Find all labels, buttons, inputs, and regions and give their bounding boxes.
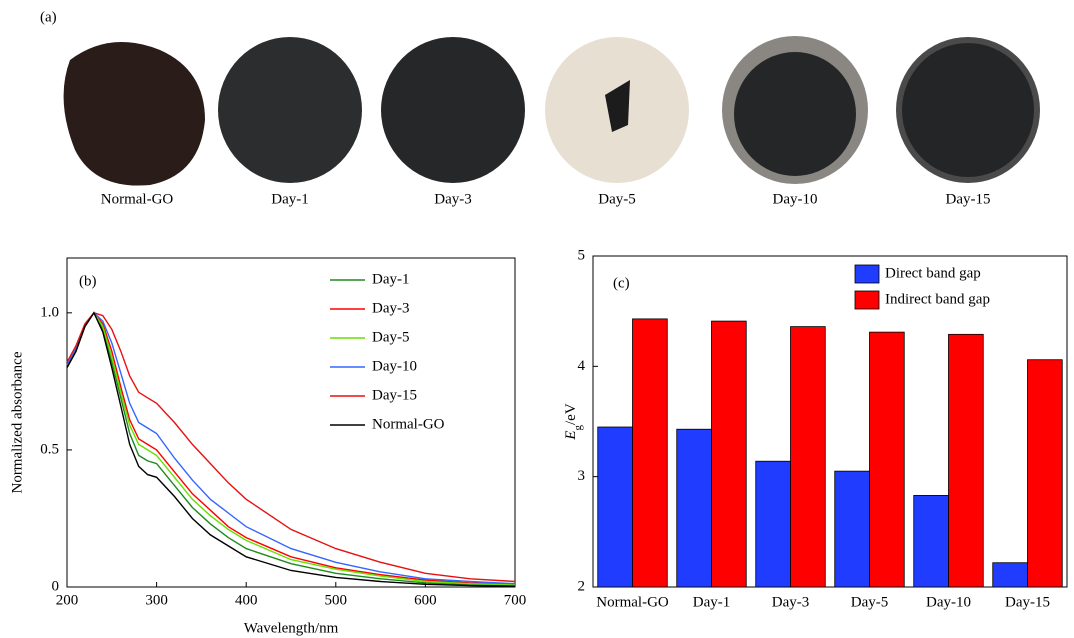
y-axis-label-part: /eV <box>563 403 579 425</box>
y-tick-label: 2 <box>578 578 586 594</box>
x-tick-label: 200 <box>56 592 79 608</box>
photo-caption: Day-10 <box>773 191 818 207</box>
photo-caption: Day-5 <box>598 191 636 207</box>
bar <box>598 427 633 587</box>
panel-label: (c) <box>613 275 630 291</box>
x-tick-label: Day-10 <box>926 594 971 610</box>
photo-caption: Day-1 <box>271 191 309 207</box>
legend-swatch <box>855 265 879 283</box>
bar <box>870 332 905 587</box>
panel-label: (a) <box>40 9 57 25</box>
panel-label: (b) <box>79 273 97 289</box>
legend-label: Day-3 <box>372 300 410 316</box>
line-series <box>67 313 515 586</box>
bar <box>712 321 747 587</box>
y-axis-label-part: E <box>563 431 579 441</box>
photo-caption: Day-15 <box>946 191 991 207</box>
y-tick-label: 1.0 <box>40 304 59 320</box>
x-tick-label: 400 <box>235 592 258 608</box>
x-axis-label: Wavelength/nm <box>244 620 339 636</box>
photo <box>734 52 856 176</box>
x-tick-label: Day-1 <box>693 594 731 610</box>
photo <box>218 37 362 183</box>
photo <box>902 43 1034 177</box>
x-tick-label: Day-15 <box>1005 594 1050 610</box>
legend-swatch <box>855 291 879 309</box>
x-tick-label: Day-3 <box>772 594 810 610</box>
line-series <box>67 313 515 584</box>
bar <box>914 495 949 587</box>
plot-frame <box>67 258 515 587</box>
y-tick-label: 4 <box>578 358 586 374</box>
y-tick-label: 0.5 <box>40 441 59 457</box>
bar <box>949 334 984 587</box>
x-tick-label: Normal-GO <box>596 594 669 610</box>
photos <box>64 36 1040 186</box>
line-series <box>67 313 515 585</box>
legend-label: Normal-GO <box>372 416 445 432</box>
x-tick-label: Day-5 <box>851 594 889 610</box>
legend-label: Day-1 <box>372 271 410 287</box>
photo <box>64 42 205 186</box>
y-tick-label: 0 <box>52 578 60 594</box>
photo-caption: Normal-GO <box>101 191 174 207</box>
bar <box>756 461 791 587</box>
line-series <box>67 313 515 585</box>
photo-caption: Day-3 <box>434 191 472 207</box>
photo <box>381 37 525 183</box>
legend-label: Day-5 <box>372 329 410 345</box>
figure: (a) Normal-GODay-1Day-3Day-5Day-10Day-15… <box>0 0 1074 638</box>
y-axis-label: Normalized absorbance <box>9 351 25 493</box>
y-tick-label: 5 <box>578 247 586 263</box>
bar <box>1028 360 1063 587</box>
y-axis-label: Eg/eV <box>563 403 583 440</box>
legend-label: Day-15 <box>372 387 417 403</box>
bar <box>791 327 826 587</box>
line-series <box>67 313 515 586</box>
y-tick-label: 3 <box>578 468 586 484</box>
bar <box>835 471 870 587</box>
bar <box>993 563 1028 587</box>
legend-label: Indirect band gap <box>885 291 990 307</box>
x-tick-label: 500 <box>325 592 348 608</box>
x-tick-label: 600 <box>414 592 437 608</box>
line-series <box>67 313 515 582</box>
x-tick-label: 700 <box>504 592 527 608</box>
x-tick-label: 300 <box>145 592 168 608</box>
legend-label: Direct band gap <box>885 265 981 281</box>
bar <box>633 319 668 587</box>
bar <box>677 429 712 587</box>
legend-label: Day-10 <box>372 358 417 374</box>
